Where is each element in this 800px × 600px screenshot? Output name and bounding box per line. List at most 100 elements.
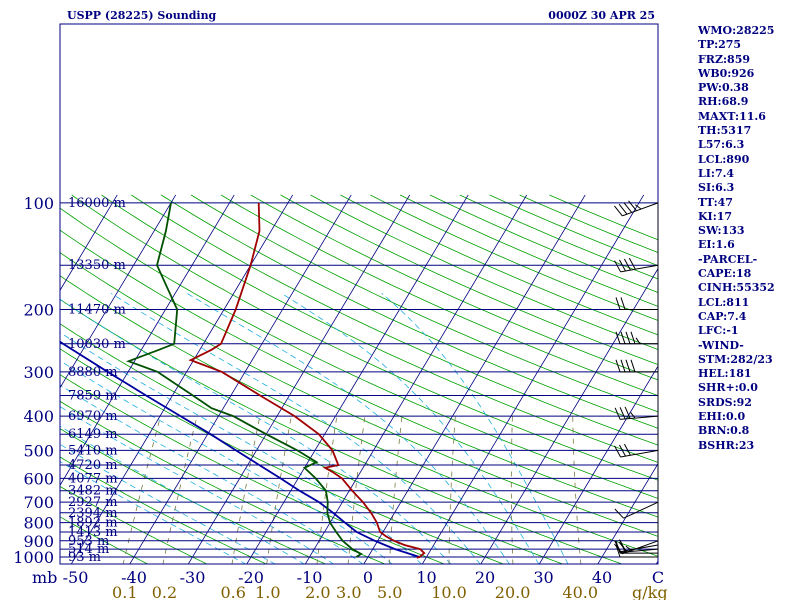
wind-barb-staff xyxy=(623,501,659,519)
wind-barb-feather xyxy=(619,259,626,272)
stat-line: SW:133 xyxy=(698,224,745,238)
stat-line: -WIND- xyxy=(698,338,744,352)
height-label: 1892 m xyxy=(68,516,118,531)
height-label: 6149 m xyxy=(68,427,118,442)
wind-barb-staff xyxy=(620,415,659,420)
wind-barb-feather xyxy=(623,202,633,213)
stat-line: L57:6.3 xyxy=(698,138,745,152)
dry-adiabat xyxy=(280,194,658,366)
wind-barb-feather xyxy=(628,257,636,270)
wind-barb-feather xyxy=(618,203,628,215)
height-label: 4720 m xyxy=(68,458,118,473)
wind-barb xyxy=(615,359,658,373)
stat-line: FRZ:859 xyxy=(698,52,751,66)
pressure-tick-label: 900 xyxy=(23,532,54,551)
wind-barb-feather xyxy=(624,406,631,419)
pressure-tick-label: 800 xyxy=(23,514,54,533)
mixing-ratio-line xyxy=(266,416,292,564)
wind-barb-staff xyxy=(622,540,659,555)
mixing-ratio-line xyxy=(316,416,338,564)
wind-barb-staff xyxy=(622,202,659,217)
wind-barb-feather xyxy=(618,541,628,553)
dry-adiabat xyxy=(60,275,658,557)
dry-adiabat xyxy=(60,516,149,564)
stat-line: -PARCEL- xyxy=(698,252,758,266)
mixing-ratio-line xyxy=(347,416,366,564)
mixing-ratio-line xyxy=(231,416,261,564)
height-label: 5410 m xyxy=(68,443,118,458)
wind-barb-staff xyxy=(620,449,659,458)
pressure-tick-label: 300 xyxy=(23,363,54,382)
stat-line: LCL:890 xyxy=(698,152,750,166)
height-label: 3482 m xyxy=(68,484,118,499)
temperature-unit-label: C xyxy=(652,568,664,587)
isotherm xyxy=(655,560,658,564)
wind-barb-feather xyxy=(625,331,631,344)
pressure-tick-label: 100 xyxy=(23,194,54,213)
isotherm xyxy=(60,194,177,389)
wind-barb-feather xyxy=(614,543,623,555)
wind-barb xyxy=(615,297,658,310)
stat-line: SI:6.3 xyxy=(698,181,735,195)
pressure-tick-label: 500 xyxy=(23,441,54,460)
dry-adiabat xyxy=(131,194,658,446)
wind-barb-staff xyxy=(620,544,659,553)
mixing-ratio-tick-label: 2.0 xyxy=(305,583,330,600)
dry-adiabat xyxy=(519,194,658,253)
moist-adiabat xyxy=(60,443,276,564)
stat-line: EHI:0.0 xyxy=(698,410,746,424)
height-label: 514 m xyxy=(68,542,109,557)
dry-adiabat xyxy=(310,194,658,351)
mixing-ratio-tick-label: 0.6 xyxy=(220,583,245,600)
dry-adiabat xyxy=(60,374,446,564)
temperature-line xyxy=(188,202,426,559)
height-label: 16000 m xyxy=(68,196,126,211)
moist-adiabat xyxy=(110,292,481,564)
isotherm xyxy=(129,194,352,564)
wind-barb-feather xyxy=(615,297,621,310)
wind-barb-feather xyxy=(619,407,626,420)
wind-barb-feather xyxy=(614,407,621,420)
wind-barb-feather xyxy=(620,297,626,310)
stat-line: CINH:55352 xyxy=(698,281,775,295)
wind-barb xyxy=(614,540,659,555)
dry-adiabat xyxy=(60,229,658,518)
dry-adiabat xyxy=(60,456,268,564)
stat-line: SHR+:0.0 xyxy=(698,381,758,395)
temperature-tick-label: 40 xyxy=(592,568,612,587)
moist-adiabat xyxy=(60,384,364,564)
mixing-ratio-line xyxy=(510,416,514,564)
wind-barb-feather xyxy=(630,331,636,344)
mixing-ratio-line xyxy=(388,416,403,564)
mixing-ratio-tick-label: 0.2 xyxy=(152,583,177,600)
height-label: 1413 m xyxy=(68,525,118,540)
isotherm xyxy=(70,194,294,564)
moist-adiabat xyxy=(60,406,335,564)
pressure-tick-label: 700 xyxy=(23,493,54,512)
pressure-unit-label: mb xyxy=(32,568,57,587)
mixing-ratio-tick-label: 5.0 xyxy=(377,583,402,600)
wind-barb-feather xyxy=(625,359,631,372)
stat-line: BRN:0.8 xyxy=(698,424,750,438)
dry-adiabat xyxy=(60,207,658,499)
stat-line: KI:17 xyxy=(698,209,733,223)
isotherm xyxy=(538,365,658,564)
dry-adiabat xyxy=(101,194,658,463)
wind-barb-feather xyxy=(635,337,641,345)
temperature-tick-label: -50 xyxy=(63,568,89,587)
isotherm xyxy=(597,462,658,564)
moist-adiabat xyxy=(60,360,393,564)
wind-barb-feather xyxy=(628,200,637,212)
stat-line: CAP:7.4 xyxy=(698,309,747,323)
wind-barb xyxy=(614,443,659,458)
dry-adiabat xyxy=(370,194,658,321)
dry-adiabat xyxy=(60,348,505,564)
height-label: 8880 m xyxy=(68,365,118,380)
chart-title: USPP (28225) Sounding xyxy=(67,9,217,22)
wind-barb xyxy=(614,501,659,519)
pressure-tick-label: 400 xyxy=(23,407,54,426)
dry-adiabat xyxy=(71,194,658,481)
dry-adiabat xyxy=(60,323,564,564)
dewpoint-line xyxy=(126,202,363,558)
mixing-ratio-line xyxy=(162,416,198,564)
